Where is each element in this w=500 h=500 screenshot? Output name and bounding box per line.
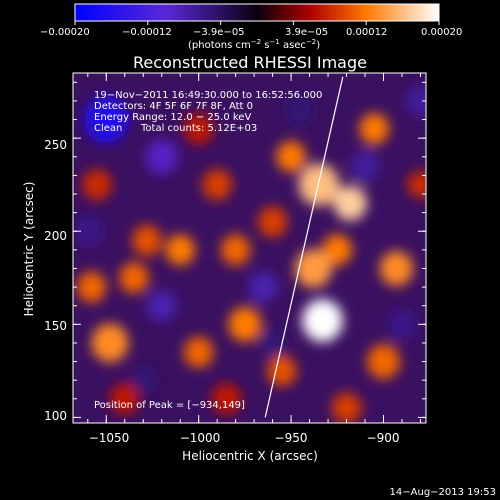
plot-area [72,72,427,424]
heatmap-blob [387,308,417,340]
colorbar-tick-label: 0.00012 [346,27,387,38]
heatmap-blob [276,141,306,173]
heatmap-blob [407,171,426,199]
annotation-detectors: Detectors: 4F 5F 6F 7F 8F, Att 0 [94,101,253,112]
colorbar: −0.00020 −0.00012 −3.9e−05 3.9e−05 0.000… [40,3,462,51]
heatmap-blob [84,96,129,143]
x-axis-title: Heliocentric X (arcsec) [182,449,318,463]
heatmap-blob [359,113,390,145]
x-tick-label: −950 [275,431,308,445]
colorbar-tick-label: 0.00020 [421,27,462,38]
colorbar-gradient [74,3,440,22]
x-tick-labels: −1050 −1000 −950 −900 [89,431,400,445]
heatmap-blob [333,185,367,221]
heatmap-blob [202,169,232,201]
annotation-peak: Position of Peak = [−934,149] [94,400,245,411]
heatmap-blob [350,150,380,182]
heatmap-blob [331,392,362,423]
y-tick-label: 250 [44,138,67,152]
heatmap-blob [119,262,149,294]
annotations: 19−Nov−2011 16:49:30.000 to 16:52:56.000… [94,90,322,411]
heatmap-blob [322,234,353,266]
heatmap-blob [82,169,112,201]
heatmap-blob [130,366,157,394]
x-tick-label: −1050 [89,431,130,445]
footer-date: 14−Aug−2013 19:53 [390,487,496,498]
annotation-energy: Energy Range: 12.0 − 25.0 keV [94,112,251,123]
heatmap-blobs [73,85,426,423]
annotation-total-counts: Total counts: 5.12E+03 [140,123,257,134]
heatmap-blob [145,139,179,175]
heatmap-blob [302,299,343,342]
colorbar-tick-label: −3.9e−05 [193,27,245,38]
axis-ticks [73,73,426,423]
colorbar-tick-label: −0.00020 [40,27,90,38]
heatmap-blob [211,383,242,415]
heatmap-blob [220,234,251,266]
annotation-clean: Clean [94,123,122,134]
heatmap-blob [91,323,129,363]
heatmap-blob [259,329,286,357]
heatmap-blob [248,271,279,303]
heatmap-blob [183,113,214,145]
heatmap-blob [405,85,426,117]
y-tick-label: 150 [44,319,67,333]
colorbar-tick-label: −0.00012 [122,27,172,38]
heatmap-blob [132,225,162,257]
y-axis-title: Heliocentric Y (arcsec) [22,182,36,317]
annotation-time-range: 19−Nov−2011 16:49:30.000 to 16:52:56.000 [94,90,322,101]
colorbar-ticks [74,21,440,25]
heatmap-blob [228,306,262,342]
heatmap-blob [76,271,107,303]
x-tick-label: −900 [367,431,400,445]
heatmap-blob [267,355,297,387]
plot-frame [72,72,427,424]
colorbar-tick-labels: −0.00020 −0.00012 −3.9e−05 3.9e−05 0.000… [40,27,462,38]
heatmap-blob [165,234,195,266]
heatmap-blob [109,383,140,415]
heatmap-blob [285,94,316,126]
colorbar-tick-label: 3.9e−05 [285,27,328,38]
y-tick-label: 200 [44,229,67,243]
heatmap-blob [366,344,401,380]
limb-line [264,76,344,418]
chart-title: Reconstructed RHESSI Image [133,53,367,72]
heatmap-blob [183,336,214,368]
x-tick-label: −1000 [180,431,221,445]
y-tick-labels: 100 150 200 250 [44,138,67,423]
heatmap-blob [73,215,103,247]
y-tick-label: 100 [44,409,67,423]
heatmap-blob [257,206,288,238]
colorbar-unit-label: (photons cm−2 s−1 asec−2) [188,38,320,51]
heatmap-blob [146,290,177,322]
heatmap-blob [294,249,332,288]
heatmap-blob [379,251,414,286]
